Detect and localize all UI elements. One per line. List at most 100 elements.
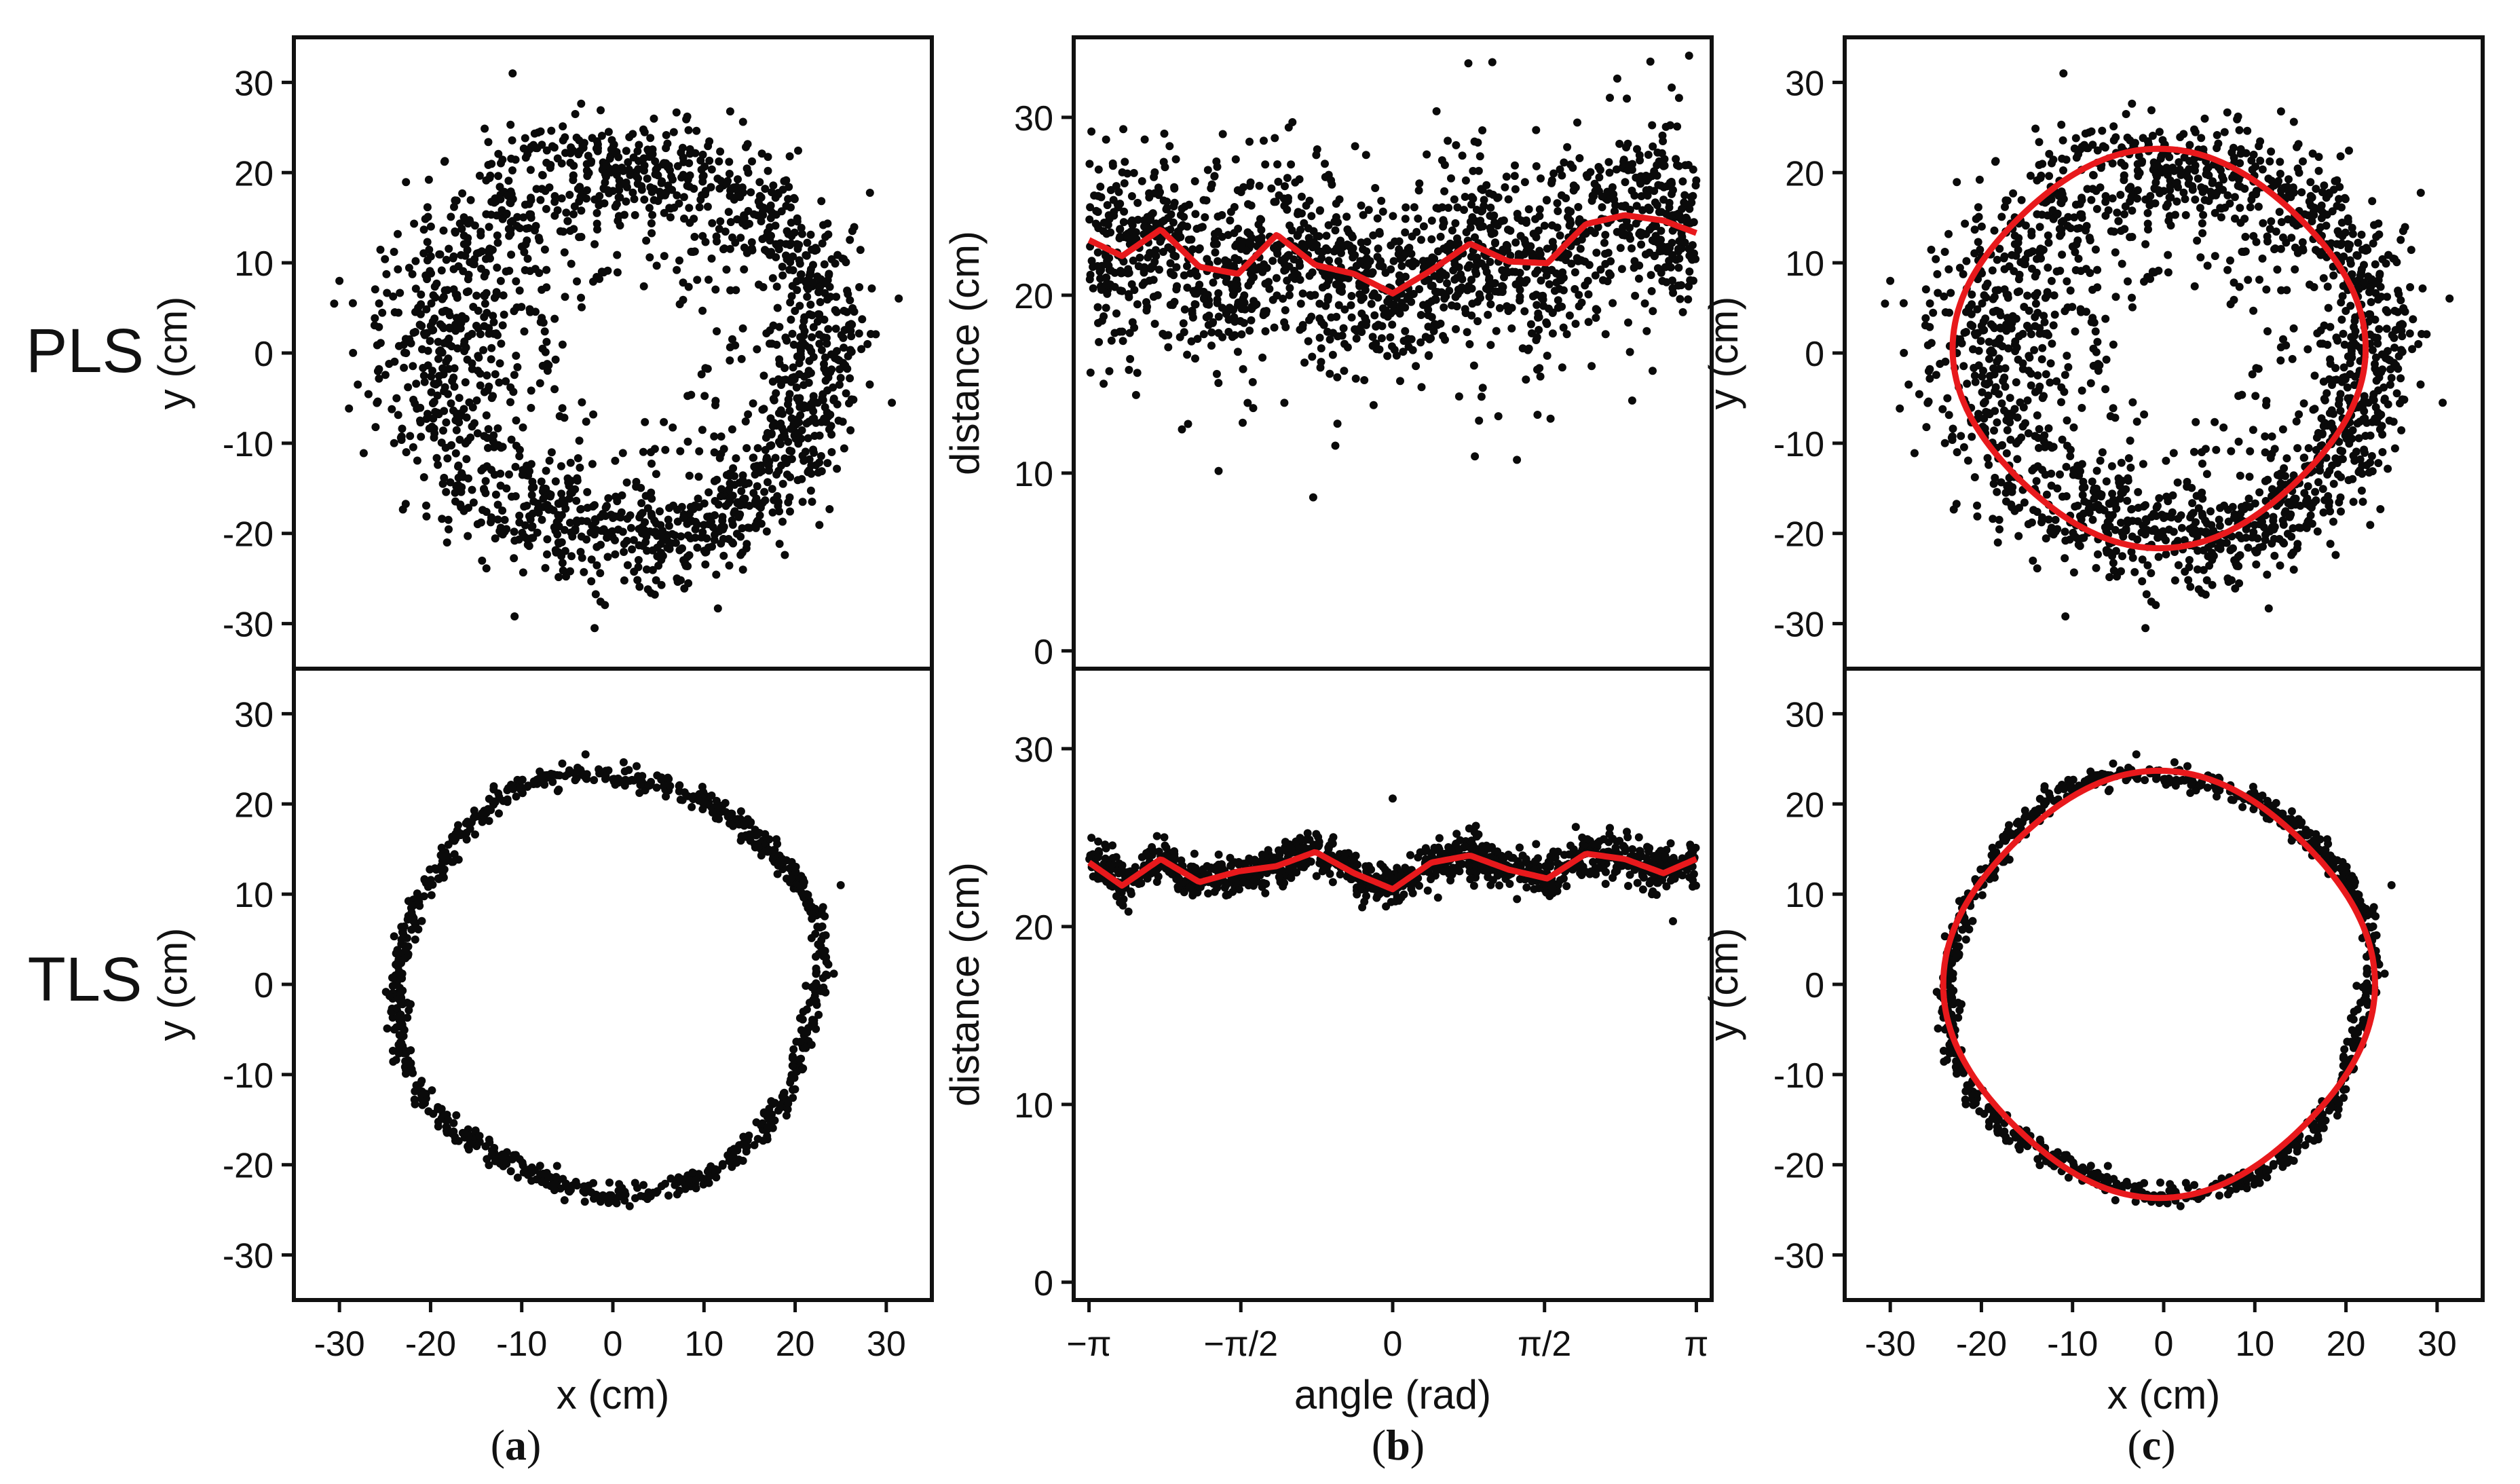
data-point [820,360,828,369]
data-point [451,497,459,506]
data-point [426,337,434,346]
data-point [2044,263,2052,272]
data-point [1112,309,1121,318]
data-point [2261,448,2270,457]
data-point [1450,195,1459,204]
data-point [2259,542,2267,551]
data-point [1490,211,1499,220]
data-point [2126,136,2135,145]
data-point [566,158,575,167]
data-point [1636,177,1644,186]
data-point [491,370,500,379]
data-point [1532,126,1541,134]
data-point [466,196,475,204]
data-point [685,204,694,212]
data-point [1423,150,1431,159]
data-point [2179,188,2188,197]
data-point [2193,236,2202,245]
data-point [2265,225,2274,234]
data-point [2028,264,2036,273]
data-point [821,376,830,385]
data-point [1592,305,1600,314]
data-point [1317,358,1325,367]
data-point [1974,413,1983,422]
data-point [806,486,815,495]
data-point [2308,217,2316,225]
data-point [1533,411,1542,419]
data-point [2289,471,2298,480]
data-point [417,300,426,309]
data-point [462,344,470,352]
data-point [442,418,451,427]
data-point [489,431,498,440]
data-point [1218,130,1227,138]
data-point [1653,264,1662,273]
data-point [476,381,485,390]
data-point [1280,398,1289,407]
data-point [1978,326,1987,335]
data-point [1640,299,1649,308]
data-point [1471,233,1479,242]
data-point [1522,241,1531,250]
data-point [1592,248,1601,257]
data-point [1338,287,1346,296]
data-point [775,507,784,516]
data-point [2128,303,2137,312]
data-point [1436,319,1445,328]
data-point [390,248,398,256]
data-point [1205,300,1214,309]
data-point [1237,330,1246,339]
data-point [2371,353,2380,362]
data-point [658,533,666,542]
data-point [1511,238,1520,247]
data-point [2024,429,2033,438]
data-point [801,447,810,456]
data-point [1982,380,1991,389]
data-point [1953,178,1961,187]
data-point [482,564,491,573]
data-point [2035,443,2043,452]
data-point [364,390,373,398]
data-point [1218,303,1226,312]
data-point [475,171,484,180]
data-point [2356,418,2365,426]
data-point [589,277,597,286]
data-point [810,246,819,255]
data-point [443,538,451,547]
data-point [2189,447,2198,456]
data-point [345,404,354,413]
data-point [1601,231,1610,239]
data-point [1938,405,1947,413]
data-point [557,489,566,498]
data-point [2110,227,2118,236]
data-point [462,455,471,464]
data-point [1191,210,1200,219]
data-point [816,282,825,291]
data-point [686,534,695,542]
data-point [831,259,840,268]
data-point [1502,172,1511,181]
data-point [821,403,829,411]
data-point [1188,306,1197,315]
data-point [583,172,592,181]
y-tick-label: 10 [1014,455,1053,494]
data-point [2306,178,2315,187]
data-point [2376,505,2385,513]
data-point [719,525,728,534]
data-point [2165,193,2174,202]
data-point [464,219,472,228]
data-point [726,356,734,365]
data-point [786,298,795,307]
data-point [2208,177,2217,186]
data-point [1251,301,1260,310]
data-point [797,340,806,349]
data-point [2127,548,2136,556]
data-point [865,189,874,197]
data-point [2077,308,2086,316]
data-point [566,458,575,467]
data-point [1209,278,1218,287]
data-point [583,504,592,512]
data-point [449,285,458,294]
data-point [2122,526,2130,535]
data-point [419,225,428,234]
